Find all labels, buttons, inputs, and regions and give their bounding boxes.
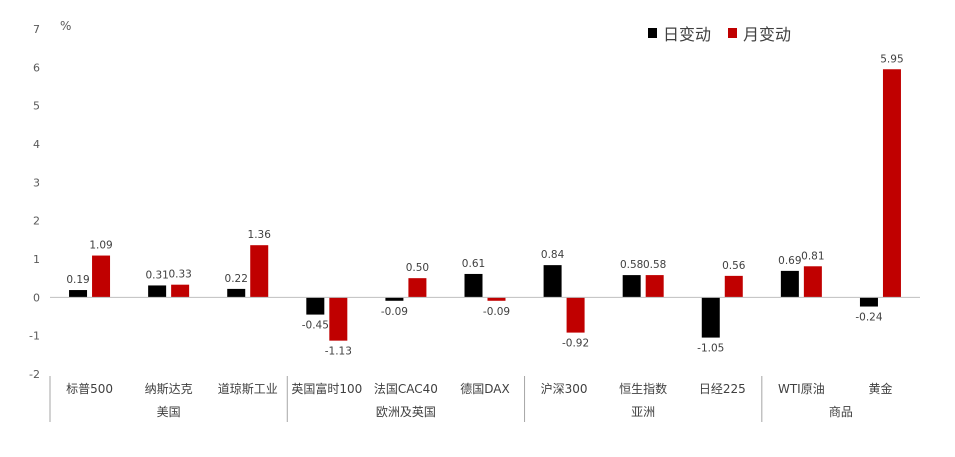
bar-daily <box>385 297 404 301</box>
data-label-daily: -0.45 <box>302 320 329 332</box>
bar-daily <box>227 288 246 298</box>
bar-monthly <box>408 278 427 298</box>
data-label-daily: 0.31 <box>145 269 168 281</box>
data-label-daily: 0.61 <box>462 258 485 270</box>
bars <box>69 69 901 341</box>
x-category-label: 法国CAC40 <box>374 382 438 396</box>
bar-monthly <box>566 297 585 333</box>
x-category-label: 德国DAX <box>460 381 509 396</box>
x-category-label: 沪深300 <box>541 382 588 396</box>
x-category-label: 日经225 <box>699 382 746 396</box>
bar-daily <box>69 290 88 298</box>
bar-daily <box>543 265 562 298</box>
data-label-daily: -0.09 <box>381 306 408 318</box>
y-tick-label: -1 <box>29 330 40 343</box>
x-category-label: 道琼斯工业 <box>218 381 278 396</box>
y-tick-label: 6 <box>33 61 40 74</box>
data-label-daily: 0.19 <box>66 274 89 286</box>
data-label-monthly: 0.81 <box>801 250 824 262</box>
x-group-label: 商品 <box>829 404 853 419</box>
bar-monthly <box>645 275 664 298</box>
data-label-monthly: 1.36 <box>248 229 272 241</box>
data-label-monthly: 0.58 <box>643 259 666 271</box>
data-label-monthly: -0.09 <box>483 306 510 318</box>
data-label-monthly: 0.56 <box>722 260 746 272</box>
bar-monthly <box>882 69 901 298</box>
data-label-monthly: -1.13 <box>325 346 352 358</box>
y-axis-unit-label: % <box>60 19 71 33</box>
y-tick-label: 0 <box>33 291 40 304</box>
legend-swatch-monthly <box>728 28 737 38</box>
data-label-monthly: 5.95 <box>880 53 903 65</box>
legend-swatch-daily <box>648 28 657 38</box>
legend: 日变动 月变动 <box>648 25 791 44</box>
bar-daily <box>148 285 167 298</box>
legend-label-daily: 日变动 <box>663 25 711 44</box>
x-category-label: 标普500 <box>66 382 113 396</box>
data-label-monthly: 1.09 <box>89 240 112 252</box>
data-label-daily: 0.58 <box>620 259 643 271</box>
bar-daily <box>701 297 720 338</box>
y-tick-label: 7 <box>33 23 40 36</box>
y-axis: -2 -1 0 1 2 3 4 5 6 7 <box>29 23 40 381</box>
data-label-daily: -0.24 <box>855 312 882 324</box>
x-category-label: WTI原油 <box>778 382 825 396</box>
data-label-daily: 0.69 <box>778 255 801 267</box>
x-category-label: 纳斯达克 <box>145 382 193 396</box>
bar-daily <box>622 275 641 298</box>
data-labels: 0.19 1.09 0.31 0.33 0.22 1.36 -0.45 -1.13 -0.09 0… <box>66 53 903 357</box>
x-axis-groups: 美国 欧洲及英国 亚洲 商品 <box>49 376 853 422</box>
x-category-label: 英国富时100 <box>291 381 362 396</box>
bar-monthly <box>92 255 111 298</box>
bar-daily <box>859 297 878 307</box>
bar-monthly <box>329 297 348 341</box>
y-tick-label: -2 <box>29 368 40 381</box>
bar-monthly <box>803 266 822 298</box>
data-label-daily: -1.05 <box>697 343 724 355</box>
data-label-daily: 0.84 <box>541 249 565 261</box>
data-label-monthly: 0.50 <box>406 262 429 274</box>
x-axis-categories: 标普500 纳斯达克 道琼斯工业 英国富时100 法国CAC40 德国DAX 沪深300 恒生… <box>66 381 892 396</box>
data-label-monthly: -0.92 <box>562 338 589 350</box>
bar-daily <box>464 273 483 298</box>
bar-daily <box>780 270 799 298</box>
bar-monthly <box>724 275 743 298</box>
x-category-label: 恒生指数 <box>619 381 667 396</box>
bar-monthly <box>487 297 506 301</box>
y-tick-label: 4 <box>33 138 40 151</box>
x-group-label: 亚洲 <box>631 405 655 419</box>
bar-monthly <box>171 284 190 298</box>
x-category-label: 黄金 <box>868 381 892 396</box>
y-tick-label: 1 <box>33 253 40 266</box>
bar-daily <box>306 297 325 315</box>
y-tick-label: 5 <box>33 100 40 113</box>
x-group-label: 美国 <box>157 405 181 419</box>
y-tick-label: 2 <box>33 215 40 228</box>
data-label-monthly: 0.33 <box>168 269 191 281</box>
y-tick-label: 3 <box>33 176 40 189</box>
legend-label-monthly: 月变动 <box>743 25 791 44</box>
bar-monthly <box>250 245 269 298</box>
x-group-label: 欧洲及英国 <box>376 405 436 419</box>
data-label-daily: 0.22 <box>225 273 248 285</box>
